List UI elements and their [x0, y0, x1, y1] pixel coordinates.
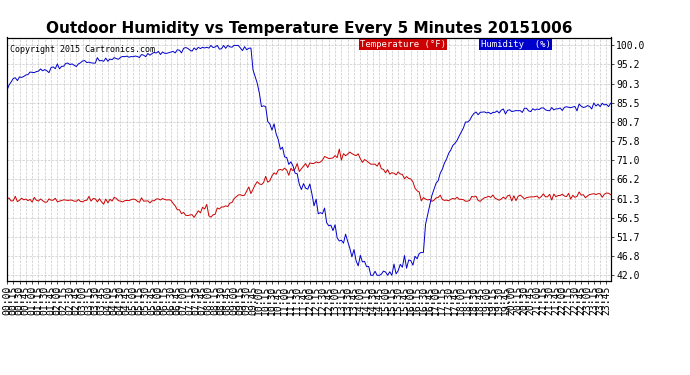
Title: Outdoor Humidity vs Temperature Every 5 Minutes 20151006: Outdoor Humidity vs Temperature Every 5 …: [46, 21, 572, 36]
Text: Copyright 2015 Cartronics.com: Copyright 2015 Cartronics.com: [10, 45, 155, 54]
Text: Temperature (°F): Temperature (°F): [360, 40, 446, 49]
Text: Humidity  (%): Humidity (%): [481, 40, 551, 49]
